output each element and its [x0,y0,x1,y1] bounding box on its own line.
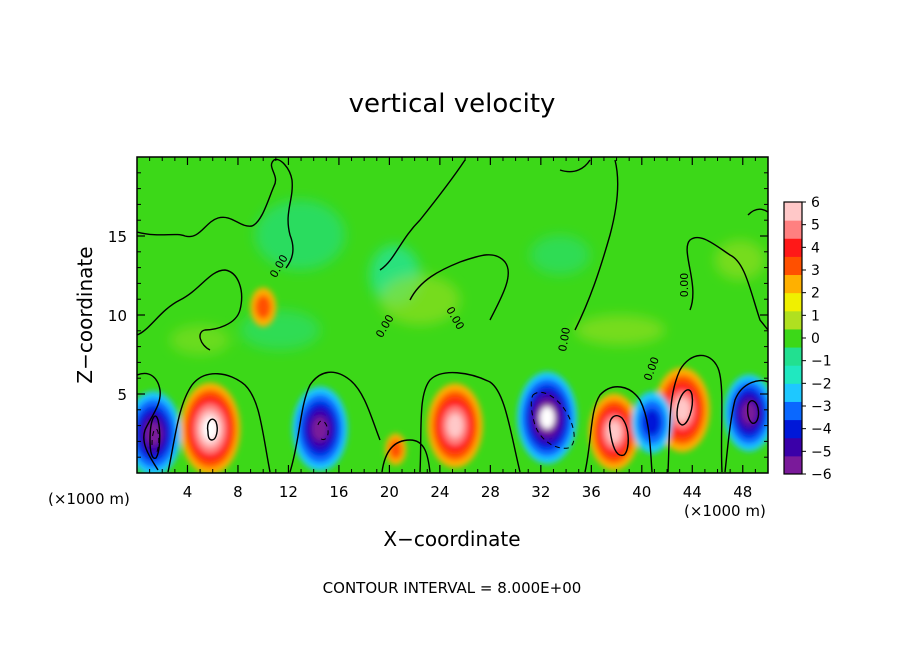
x-tick-label: 20 [380,483,399,501]
zero-contour [559,159,619,331]
contour-label: 0.00 [556,326,573,352]
colorbar-tick-label: −5 [811,444,832,460]
x-tick-label: 48 [733,483,752,501]
colorbar-swatch [784,274,802,294]
colorbar-swatch [784,437,802,457]
x-tick-label: 12 [279,483,298,501]
colorbar-tick-label: 5 [811,218,820,234]
x-tick-label: 8 [233,483,243,501]
x-tick-label: 24 [430,483,449,501]
y-axis-ticks: 5 10 15 [108,172,768,458]
colorbar-swatch [784,455,802,475]
zero-contour [137,269,243,351]
colorbar-labels: 6 5 4 3 2 1 0 −1 −2 −3 −4 −5 −6 [811,195,832,483]
colorbar-tick-label: 2 [811,286,820,302]
colorbar-tick-label: −1 [811,354,832,370]
dashed-contour [530,391,575,449]
colorbar-tick-label: −2 [811,376,832,392]
colorbar-swatch [784,365,802,384]
colorbar-tick-label: 4 [811,240,820,256]
updraft-cell [447,413,463,438]
colorbar-swatch [784,202,802,221]
colorbar-swatch [784,419,802,439]
y-tick-label: 10 [108,307,127,325]
contour-core [149,415,161,459]
colorbar [783,201,806,475]
colorbar-swatch [784,383,802,402]
updraft-cell [255,295,272,320]
x-tick-label: 36 [582,483,601,501]
zero-contour [381,439,431,473]
x-tick-label: 16 [329,483,348,501]
field-lobe [575,315,665,345]
contour-interval-note: CONTOUR INTERVAL = 8.000E+00 [323,579,582,597]
x-tick-label: 4 [183,483,193,501]
updraft-cell [606,420,622,443]
contour-core [608,414,629,457]
x-axis-ticks: 4 8 12 16 20 24 28 32 36 40 44 48 [149,157,756,501]
dashed-contours [151,391,575,456]
downdraft-cell [642,408,661,437]
zero-contour [747,208,768,216]
zero-contour [137,158,294,269]
colorbar-tick-label: −4 [811,422,832,438]
x-unit-left: (×1000 m) [48,490,130,508]
field-lobe [530,235,590,275]
field-lobe [380,275,460,325]
zero-contour [289,371,381,473]
colorbar-tick-label: 0 [811,331,820,347]
background-variations [170,200,765,355]
x-tick-label: 44 [683,483,702,501]
dashed-contour [151,428,160,456]
zero-contour [379,159,466,271]
y-tick-label: 5 [117,386,127,404]
velocity-field [137,200,768,473]
zero-contour [724,379,768,473]
field-lobe [715,240,765,280]
colorbar-swatch [784,310,802,330]
downdraft-cell [741,401,757,424]
y-tick-label: 15 [108,228,127,246]
zero-contour [584,386,653,473]
zero-contour [137,372,161,471]
velocity-cells [137,287,768,473]
contour-core [206,418,218,441]
colorbar-swatch [784,401,802,421]
colorbar-tick-label: 6 [811,195,820,211]
x-tick-label: 32 [531,483,550,501]
contour-label: 0.00 [678,273,691,298]
zero-contour [409,254,509,321]
colorbar-swatch [784,256,802,276]
zero-contour [419,371,521,473]
downdraft-cell [539,406,555,429]
contour-core [746,400,760,425]
x-axis-label: X−coordinate [383,527,520,551]
colorbar-tick-label: −6 [811,467,832,483]
field-lobe [255,200,345,270]
zero-contour [167,373,271,473]
colorbar-swatch [784,220,802,239]
colorbar-tick-label: 3 [811,263,820,279]
updraft-cell [389,439,403,459]
colorbar-tick-label: −3 [811,399,832,415]
chart-title: vertical velocity [349,89,556,119]
contour-lines [137,158,768,473]
x-tick-label: 40 [632,483,651,501]
contour-core [676,389,694,426]
colorbar-swatch [784,292,802,312]
downdraft-cell [312,416,328,441]
x-unit-right: (×1000 m) [684,502,766,520]
zero-contour [686,236,768,331]
zero-contour [667,354,723,473]
colorbar-swatch [784,328,802,348]
colorbar-swatch [784,238,802,257]
y-axis-label: Z−coordinate [73,246,97,383]
colorbar-swatch [784,347,802,366]
colorbar-tick-label: 1 [811,308,820,324]
updraft-cell [202,417,218,440]
x-tick-label: 28 [481,483,500,501]
dashed-contour [317,420,329,441]
